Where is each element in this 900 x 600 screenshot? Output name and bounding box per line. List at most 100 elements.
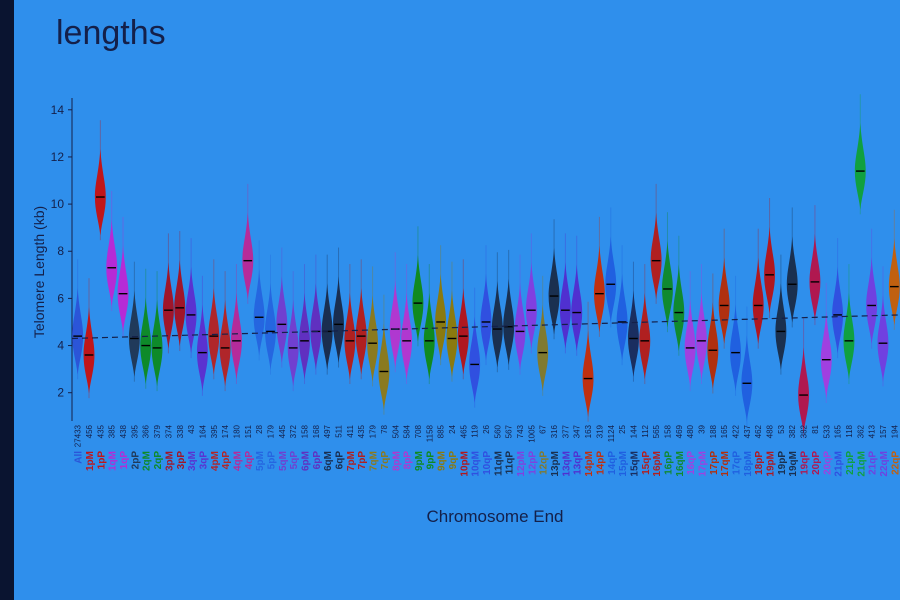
category-label: 8pP xyxy=(403,451,414,470)
count-label: 174 xyxy=(221,424,230,438)
violin xyxy=(344,292,356,380)
reference-line xyxy=(71,314,900,340)
violin xyxy=(321,283,333,370)
category-label: 1qM xyxy=(108,451,119,471)
violin xyxy=(151,299,163,387)
violin xyxy=(310,283,322,370)
count-label: 413 xyxy=(868,424,877,438)
count-label: 565 xyxy=(652,424,661,438)
violin xyxy=(775,283,787,370)
count-label: 316 xyxy=(550,424,559,438)
violin xyxy=(231,292,242,380)
violin xyxy=(582,330,594,417)
category-label: 6qM xyxy=(323,451,334,471)
violin xyxy=(72,288,84,375)
violin xyxy=(559,262,571,349)
category-label: 13qP xyxy=(573,451,584,475)
violin xyxy=(707,302,719,389)
count-label: 511 xyxy=(335,424,344,437)
count-label: 465 xyxy=(459,424,468,438)
category-label: 2qM xyxy=(142,451,153,471)
violin xyxy=(457,288,469,375)
category-label: 20qP xyxy=(822,451,833,475)
count-label: 435 xyxy=(357,424,366,438)
count-label: 584 xyxy=(403,424,412,438)
count-label: 168 xyxy=(312,424,321,438)
violin xyxy=(764,226,776,314)
category-label: 18pM xyxy=(743,451,754,477)
count-label: 26 xyxy=(482,424,491,433)
category-label: 12qP xyxy=(539,451,550,475)
violin xyxy=(174,259,186,347)
category-label: 12pM xyxy=(516,451,527,477)
violin xyxy=(423,292,435,380)
violin xyxy=(616,273,628,361)
count-label: 488 xyxy=(766,424,775,438)
count-label: 374 xyxy=(164,424,173,438)
category-label: 1pP xyxy=(96,451,107,470)
category-label: 22qM xyxy=(879,451,890,477)
violin xyxy=(196,304,208,392)
violin xyxy=(854,123,866,210)
violin xyxy=(162,262,174,349)
category-label: 17qM xyxy=(720,451,731,477)
violin xyxy=(412,255,424,342)
category-label: 5qP xyxy=(289,451,300,470)
violin xyxy=(83,306,95,394)
category-label: 5pP xyxy=(266,451,277,470)
category-label: 17pM xyxy=(698,451,709,477)
violin xyxy=(718,257,730,344)
count-label: 112 xyxy=(641,424,650,437)
category-label: 9pM xyxy=(414,451,425,471)
violin xyxy=(389,281,401,368)
category-label: 9qM xyxy=(437,451,448,471)
violin xyxy=(299,292,310,380)
count-label: 445 xyxy=(278,424,287,438)
category-label: 6qP xyxy=(335,451,346,470)
count-label: 395 xyxy=(210,424,219,438)
category-label: 6pP xyxy=(312,451,323,470)
count-label: 462 xyxy=(754,424,763,438)
count-label: 158 xyxy=(301,424,310,438)
category-label: 4qM xyxy=(232,451,243,471)
category-label: 20pP xyxy=(811,451,822,475)
count-label: 25 xyxy=(618,424,627,433)
violin xyxy=(866,257,878,344)
violin xyxy=(537,304,549,392)
category-label: 21pP xyxy=(845,451,856,475)
violin xyxy=(786,236,798,323)
category-label: 4qP xyxy=(244,451,255,470)
category-label: 11qM xyxy=(493,451,504,476)
violin xyxy=(128,290,140,377)
violin xyxy=(265,283,276,370)
category-label: 17pP xyxy=(709,451,720,475)
count-label: 39 xyxy=(698,424,707,433)
category-label: 14pM xyxy=(584,451,595,477)
slide-title: lengths xyxy=(56,14,166,52)
count-label: 422 xyxy=(732,424,741,438)
count-label: 377 xyxy=(561,424,570,438)
count-label: 1005 xyxy=(527,424,536,442)
count-label: 411 xyxy=(346,424,355,437)
category-label: 1qP xyxy=(119,451,130,470)
y-tick-label: 4 xyxy=(57,339,64,353)
count-label: 118 xyxy=(845,424,854,437)
y-tick-label: 10 xyxy=(51,197,65,211)
category-label: 18pP xyxy=(754,451,765,475)
category-label: 3pM xyxy=(164,451,175,471)
violin xyxy=(503,278,515,366)
category-label: 5qM xyxy=(278,451,289,471)
category-label: 14pP xyxy=(595,451,606,475)
category-label: 10pM xyxy=(459,451,470,477)
category-label: 16qP xyxy=(686,451,697,475)
count-label: 119 xyxy=(471,424,480,437)
y-tick-label: 6 xyxy=(57,291,64,305)
category-label: 2qP xyxy=(153,451,164,470)
count-label: 27433 xyxy=(74,424,83,447)
violin xyxy=(832,266,844,354)
count-label: 438 xyxy=(119,424,128,438)
category-label: 21qP xyxy=(868,451,879,475)
y-tick-label: 8 xyxy=(57,244,64,258)
category-label: 14qP xyxy=(607,451,618,475)
